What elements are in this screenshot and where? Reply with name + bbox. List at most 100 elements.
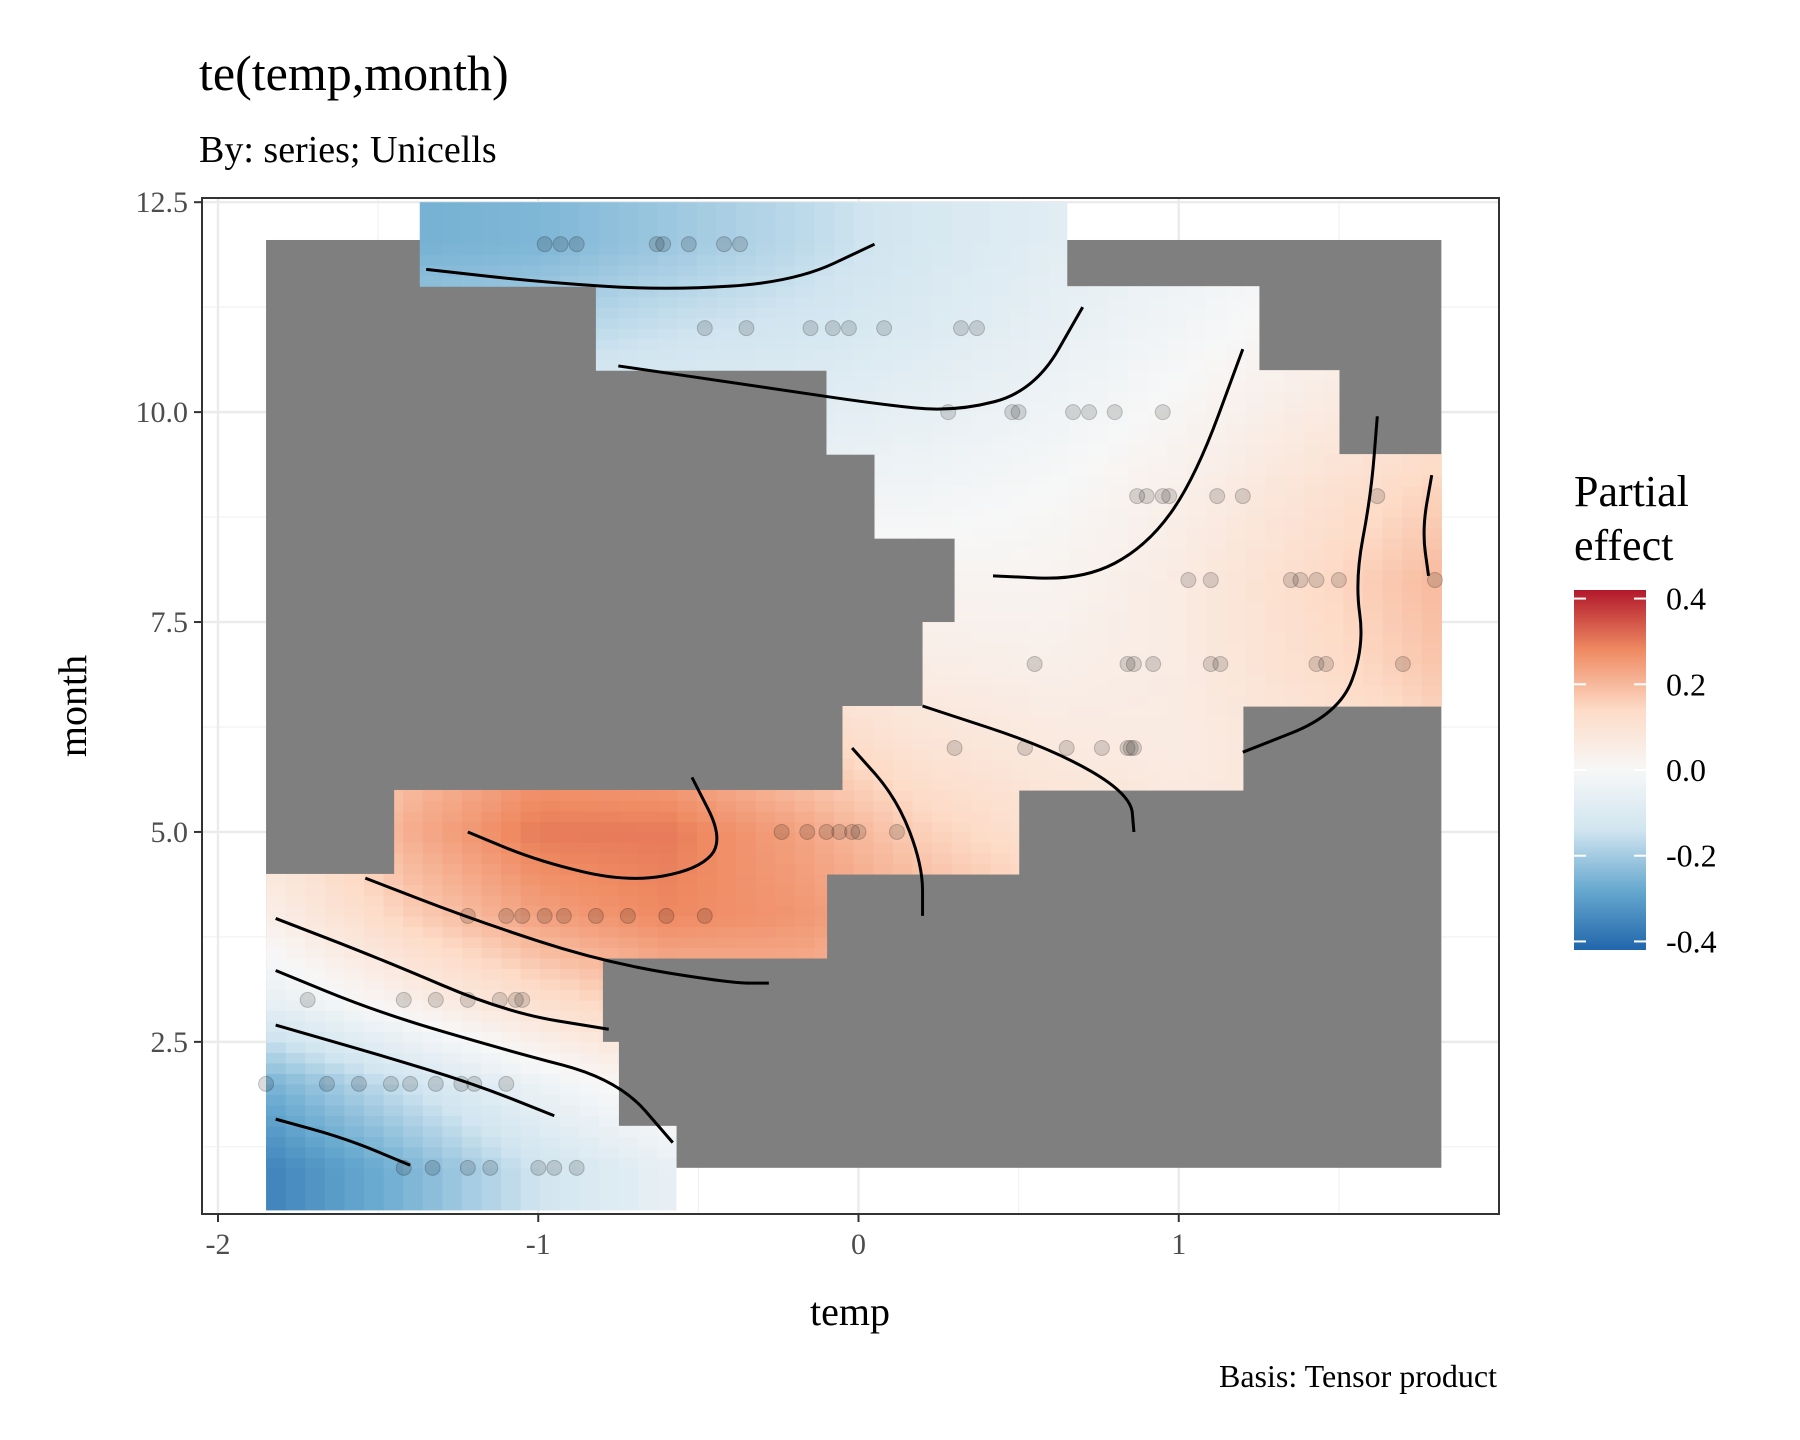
effect-tile bbox=[951, 412, 972, 424]
effect-tile bbox=[1167, 747, 1188, 760]
effect-tile bbox=[912, 307, 933, 319]
effect-tile bbox=[638, 915, 659, 928]
effect-tile bbox=[1245, 685, 1266, 697]
effect-tile bbox=[363, 999, 385, 1011]
effect-tile bbox=[951, 716, 972, 728]
effect-tile bbox=[618, 800, 639, 812]
effect-tile bbox=[383, 1031, 404, 1043]
effect-tile bbox=[540, 1157, 561, 1169]
contour-lines bbox=[275, 242, 1434, 1167]
effect-tile bbox=[638, 296, 659, 308]
effect-tile bbox=[599, 1125, 620, 1137]
effect-tile bbox=[1088, 349, 1109, 361]
effect-tile bbox=[599, 223, 620, 235]
effect-tile bbox=[383, 978, 404, 990]
effect-tile bbox=[1127, 611, 1149, 623]
effect-tile bbox=[579, 989, 600, 1001]
effect-tile bbox=[971, 454, 992, 466]
effect-tile bbox=[775, 254, 796, 266]
effect-tile bbox=[403, 1083, 424, 1095]
effect-tile bbox=[1265, 538, 1286, 550]
effect-tile bbox=[1167, 391, 1188, 403]
effect-tile bbox=[775, 842, 796, 854]
effect-tile bbox=[1147, 737, 1168, 749]
effect-tile bbox=[1108, 726, 1129, 739]
effect-tile bbox=[932, 664, 953, 676]
effect-tile bbox=[1069, 370, 1090, 382]
y-tick-label: 7.5 bbox=[151, 606, 189, 639]
effect-tile bbox=[520, 1136, 541, 1148]
effect-tile bbox=[834, 223, 855, 235]
effect-tile bbox=[657, 349, 679, 361]
effect-tile bbox=[1010, 265, 1031, 277]
effect-tile bbox=[932, 391, 953, 403]
effect-tile bbox=[442, 1167, 463, 1179]
effect-tile bbox=[324, 1073, 346, 1085]
effect-tile bbox=[285, 1157, 306, 1169]
observation-point bbox=[1026, 656, 1043, 673]
effect-tile bbox=[540, 1031, 561, 1043]
effect-tile bbox=[481, 1062, 502, 1074]
effect-tile bbox=[990, 307, 1012, 319]
effect-tile bbox=[540, 957, 561, 969]
effect-tile bbox=[579, 1199, 600, 1211]
effect-tile bbox=[383, 905, 404, 917]
effect-tile bbox=[971, 685, 992, 697]
effect-tile bbox=[794, 800, 816, 812]
effect-tile bbox=[1284, 674, 1305, 686]
effect-tile bbox=[461, 1125, 483, 1137]
effect-tile bbox=[892, 454, 914, 466]
effect-tile bbox=[1147, 559, 1168, 571]
effect-tile bbox=[834, 380, 855, 392]
effect-tile bbox=[1343, 664, 1364, 676]
effect-tile bbox=[814, 936, 828, 949]
effect-tile bbox=[1284, 496, 1305, 508]
effect-tile bbox=[716, 894, 737, 907]
effect-tile bbox=[599, 328, 620, 340]
effect-tile bbox=[1127, 370, 1149, 382]
effect-tile bbox=[266, 915, 287, 928]
effect-tile bbox=[932, 789, 953, 802]
effect-tile bbox=[599, 873, 620, 886]
effect-tile bbox=[1069, 443, 1090, 455]
contour-line bbox=[467, 776, 719, 880]
effect-tile bbox=[990, 233, 1012, 245]
effect-tile bbox=[305, 1167, 326, 1179]
effect-tile bbox=[971, 800, 992, 812]
effect-tile bbox=[1127, 443, 1149, 455]
effect-tile bbox=[599, 265, 620, 277]
effect-tile bbox=[736, 915, 757, 928]
effect-tile bbox=[579, 852, 600, 865]
effect-tile bbox=[599, 338, 620, 350]
effect-tile bbox=[1010, 517, 1031, 529]
effect-tile bbox=[285, 1167, 306, 1179]
effect-tile bbox=[834, 254, 855, 266]
observation-point bbox=[850, 823, 867, 840]
effect-tile bbox=[461, 1041, 483, 1053]
effect-tile bbox=[442, 831, 463, 844]
effect-tile bbox=[1147, 779, 1168, 791]
effect-tile bbox=[1049, 307, 1070, 319]
effect-tile bbox=[1186, 685, 1207, 697]
effect-tile bbox=[618, 359, 639, 371]
effect-tile bbox=[892, 863, 914, 875]
effect-tile bbox=[324, 905, 346, 917]
effect-tile bbox=[422, 1083, 443, 1095]
effect-tile bbox=[1245, 496, 1266, 508]
effect-tile bbox=[1186, 338, 1207, 350]
observation-point bbox=[1119, 739, 1136, 756]
effect-tile bbox=[755, 926, 776, 938]
effect-tile bbox=[305, 884, 326, 896]
effect-tile bbox=[461, 1083, 483, 1095]
effect-tile bbox=[540, 842, 561, 854]
effect-tile bbox=[442, 1094, 463, 1106]
effect-tile bbox=[853, 401, 874, 413]
effect-tile bbox=[638, 842, 659, 854]
effect-tile bbox=[1108, 664, 1129, 676]
effect-tile bbox=[1304, 559, 1325, 571]
effect-tile bbox=[1245, 632, 1266, 644]
observation-point bbox=[466, 1075, 483, 1092]
effect-tile bbox=[736, 936, 757, 949]
effect-tile bbox=[775, 286, 796, 298]
effect-tile bbox=[1206, 726, 1227, 739]
